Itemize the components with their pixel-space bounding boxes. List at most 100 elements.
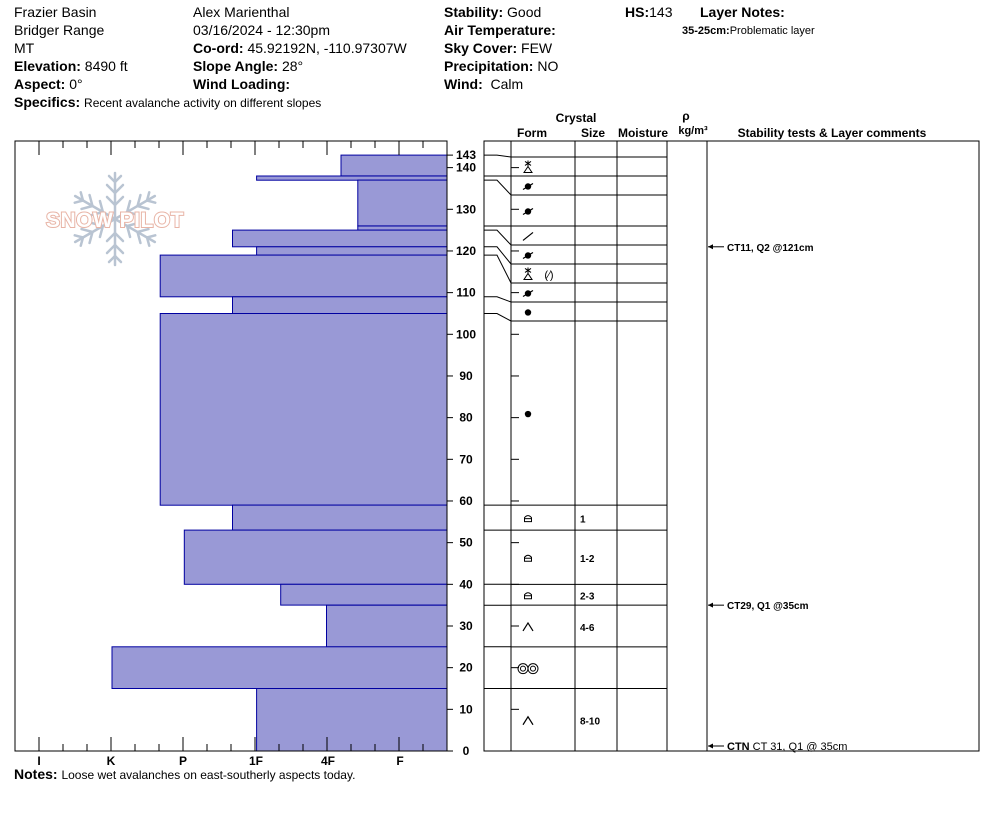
grain-size-label: 1: [580, 515, 586, 526]
aspect: Aspect: 0°: [14, 76, 83, 92]
depth-tick-label: 10: [459, 702, 473, 716]
hardness-bar: [280, 583, 448, 606]
grain-size-label: 1-2: [580, 554, 595, 565]
depth-tick-label: 80: [459, 411, 473, 425]
rounded-icon: [522, 207, 534, 215]
hardness-bar: [111, 646, 448, 689]
layer-connector: [484, 229, 512, 246]
snowflake-icon: [69, 171, 161, 267]
table-depth-ticks: [511, 167, 519, 752]
mountain-range: Bridger Range: [14, 22, 105, 38]
precip-decomp-icon: [523, 160, 533, 173]
density-rho-header: ρ: [682, 109, 689, 123]
cup-icon: [524, 515, 532, 523]
air-temperature: Air Temperature:: [444, 22, 556, 38]
depth-tick-label: 100: [456, 327, 476, 341]
depth-tick-label: 40: [459, 577, 473, 591]
table-layer-rows: [511, 156, 667, 689]
hardness-axis-labels: I K P 1F 4F F: [37, 754, 403, 768]
hardness-bar: [256, 688, 448, 752]
secondary-form-label: (∕): [544, 269, 553, 281]
hardness-bar: [159, 254, 448, 298]
hardness-tick-label: I: [37, 754, 40, 768]
depth-tick-label: 90: [459, 369, 473, 383]
hardness-bar: [232, 296, 448, 314]
layer-connector: [484, 179, 512, 196]
hardness-bar: [232, 504, 448, 531]
grain-size-label: 2-3: [580, 592, 595, 603]
stability-test-label: CTN CT 31, Q1 @ 35cm: [727, 741, 847, 753]
moisture-header: Moisture: [618, 126, 668, 140]
stability-test-label: CT11, Q2 @121cm: [727, 243, 814, 254]
rounded-icon: [522, 251, 534, 259]
depth-tick-label: 60: [459, 494, 473, 508]
grain-form-symbols: (∕): [517, 160, 554, 726]
layer-connector: [484, 296, 512, 303]
specifics: Specifics: Recent avalanche activity on …: [14, 94, 322, 110]
hardness-bar: [159, 313, 448, 506]
facet-line-icon: [522, 231, 534, 241]
wind-loading: Wind Loading:: [193, 76, 291, 92]
test-arrow-head: [708, 743, 713, 749]
hardness-bars: [111, 154, 448, 752]
hardness-bar: [232, 229, 448, 248]
layer-connector: [484, 246, 512, 265]
layer-table: [483, 140, 980, 752]
depth-hoar-icon: [522, 621, 534, 632]
depth-tick-label: 120: [456, 244, 476, 258]
notes: Notes: Loose wet avalanches on east-sout…: [14, 766, 356, 782]
melt-clusters-icon: [517, 663, 539, 675]
test-arrow-head: [708, 602, 713, 608]
depth-tick-label: 20: [459, 661, 473, 675]
hardness-bar: [326, 604, 448, 648]
precip-decomp-icon: [523, 267, 533, 280]
snowpilot-logo: SNOW PILOT: [45, 171, 185, 267]
layer-notes-label: Layer Notes:: [700, 4, 785, 20]
slope-angle: Slope Angle: 28°: [193, 58, 304, 74]
location: Frazier Basin: [14, 4, 97, 20]
hardness-bar: [183, 529, 448, 585]
stability-tests: CT11, Q2 @121cm CT29, Q1 @35cm CTN CT 31, …: [708, 243, 847, 753]
hardness-tick-label: K: [107, 754, 116, 768]
state: MT: [14, 40, 35, 56]
hardness-frame-ticks: [14, 141, 448, 751]
hardness-tick-label: 4F: [321, 754, 335, 768]
snow-height: HS:143: [625, 4, 673, 20]
dot-icon: [524, 410, 532, 418]
hardness-tick-label: P: [179, 754, 187, 768]
hardness-bar: [256, 246, 448, 256]
depth-hs-label: 143: [456, 148, 476, 162]
depth-tick-label: 30: [459, 619, 473, 633]
grain-size-label: 8-10: [580, 717, 600, 728]
depth-tick-label: 50: [459, 536, 473, 550]
rounded-icon: [522, 182, 534, 190]
layer-connectors: [484, 154, 512, 689]
size-header: Size: [581, 126, 605, 140]
grain-sizes: 1 1-2 2-3 4-6 8-10: [580, 515, 600, 728]
cup-icon: [524, 592, 532, 600]
stability-tests-header: Stability tests & Layer comments: [738, 126, 927, 140]
coordinates: Co-ord: 45.92192N, -110.97307W: [193, 40, 407, 56]
elevation: Elevation: 8490 ft: [14, 58, 128, 74]
crystal-header: Crystal: [556, 111, 597, 125]
form-header: Form: [517, 126, 547, 140]
depth-tick-label: 110: [456, 286, 476, 300]
hardness-bar: [357, 225, 448, 231]
layer-connector: [484, 154, 512, 158]
layer-connector: [484, 313, 512, 322]
depth-hoar-icon: [522, 715, 534, 726]
stability: Stability: Good: [444, 4, 542, 20]
hardness-bar: [357, 179, 448, 227]
hardness-tick-label: F: [396, 754, 403, 768]
hardness-bar: [340, 154, 448, 177]
depth-tick-label: 140: [456, 161, 476, 175]
layer-note: 35-25cm:Problematic layer: [682, 25, 815, 37]
sky-cover: Sky Cover: FEW: [444, 40, 553, 56]
depth-tick-label: 70: [459, 452, 473, 466]
stability-test-label: CT29, Q1 @35cm: [727, 601, 809, 612]
hardness-tick-label: 1F: [249, 754, 263, 768]
precipitation: Precipitation: NO: [444, 58, 559, 74]
density-unit-header: kg/m³: [678, 125, 708, 137]
